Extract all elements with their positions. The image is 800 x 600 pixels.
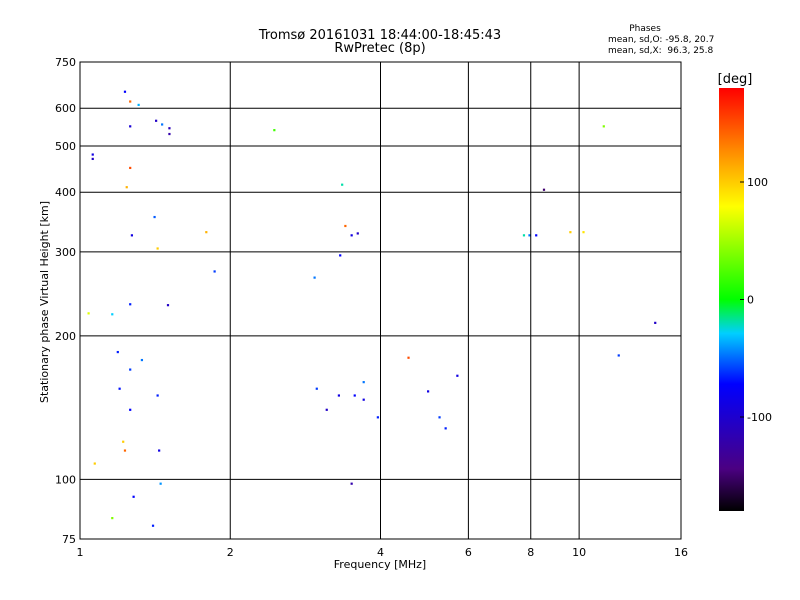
x-tick-label: 2 [227,546,234,559]
data-point [159,482,162,485]
data-point [129,125,132,128]
x-tick-label: 8 [527,546,534,559]
data-point [129,303,132,306]
data-point [116,350,119,354]
data-point [123,449,127,452]
x-tick-label: 10 [572,546,586,559]
data-point [205,231,208,234]
x-tick-label: 16 [674,546,688,559]
data-point [344,224,347,228]
data-point [325,408,328,411]
data-point [339,254,342,257]
data-point [132,495,135,498]
data-point [313,276,316,279]
y-tick-label: 600 [55,102,76,115]
y-tick-label: 75 [62,533,76,546]
data-point [125,186,128,189]
data-point [140,358,144,362]
data-point [129,166,132,170]
y-tick-label: 200 [55,330,76,343]
data-point [427,390,430,393]
data-point [407,356,410,359]
data-point [93,462,96,465]
data-point [130,234,134,237]
x-tick-label: 4 [377,546,384,559]
data-point [569,231,572,234]
data-point [617,354,620,357]
plot-frame [79,61,682,540]
chart-subtitle: RwPretec (8p) [334,41,425,56]
data-point [582,231,585,234]
data-point [129,368,132,371]
data-point [456,374,459,377]
data-point [350,234,353,237]
data-point [350,482,353,485]
legend-heading: Phases [629,24,661,34]
data-point [123,90,127,93]
data-point [129,100,132,103]
y-tick-label: 750 [55,56,76,69]
y-tick-label: 100 [55,473,76,486]
data-point [522,234,526,237]
data-point [337,394,341,397]
data-point [353,394,356,397]
data-point [168,127,171,130]
data-point [153,215,156,219]
x-axis-label: Frequency [MHz] [334,558,426,571]
data-point [341,183,344,186]
y-tick-label: 300 [55,246,76,259]
data-point [273,129,276,132]
data-point [166,304,170,307]
data-point [542,188,546,191]
data-point [129,408,132,411]
y-axis-label: Stationary phase Virtual Height [km] [38,201,51,403]
data-point [137,103,140,107]
data-point [654,321,657,324]
data-point [87,312,90,315]
data-point [161,123,164,126]
x-tick-label: 1 [77,546,84,559]
data-point [213,270,216,273]
colorbar [719,88,744,511]
data-point [156,247,159,250]
data-point [362,381,365,384]
colorbar-ticks: 100 0 -100 [740,176,772,424]
y-tick-label: 500 [55,140,76,153]
data-point [111,517,114,520]
data-point [156,394,159,397]
legend-line-x: mean, sd,X: 96.3, 25.8 [608,46,714,56]
axis-ticks: 1 2 4 6 8 10 16 75 100 200 300 400 500 600 750 [55,56,688,559]
data-point [356,232,359,235]
data-point [111,313,114,316]
scatter-points [87,90,657,527]
colorbar-tick-label: -100 [747,411,772,424]
x-tick-label: 6 [465,546,472,559]
colorbar-label: [deg] [718,72,753,87]
data-point [91,153,94,156]
colorbar-tick-label: 100 [747,176,768,189]
data-point [362,398,365,401]
data-point [168,132,171,136]
data-point [158,449,161,452]
data-point [91,157,94,161]
data-point [118,387,121,390]
data-point [602,125,605,128]
data-point [151,524,155,527]
data-point [315,387,318,390]
chart-title: Tromsø 20161031 18:44:00-18:45:43 [258,28,501,43]
data-point [376,416,379,419]
data-point [444,427,447,430]
data-point [122,440,125,443]
y-tick-label: 400 [55,186,76,199]
data-point [535,234,538,237]
colorbar-tick-label: 0 [747,294,754,307]
grid-lines [80,62,681,539]
data-point [438,416,441,419]
data-point [155,119,158,122]
data-point [528,234,531,237]
legend-line-o: mean, sd,O: -95.8, 20.7 [608,35,714,45]
